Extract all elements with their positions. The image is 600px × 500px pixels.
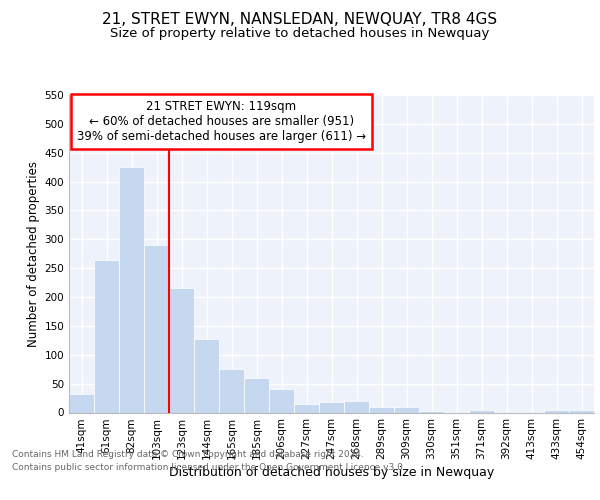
Bar	[394, 406, 419, 412]
Text: Contains HM Land Registry data © Crown copyright and database right 2024.: Contains HM Land Registry data © Crown c…	[12, 450, 364, 459]
Bar	[94, 260, 119, 412]
Text: Contains public sector information licensed under the Open Government Licence v3: Contains public sector information licen…	[12, 462, 406, 471]
Text: 21 STRET EWYN: 119sqm
← 60% of detached houses are smaller (951)
39% of semi-det: 21 STRET EWYN: 119sqm ← 60% of detached …	[77, 100, 366, 143]
Bar	[194, 338, 219, 412]
Bar	[544, 410, 569, 412]
Bar	[69, 394, 94, 412]
Bar	[294, 404, 319, 412]
Bar	[119, 167, 144, 412]
Text: 21, STRET EWYN, NANSLEDAN, NEWQUAY, TR8 4GS: 21, STRET EWYN, NANSLEDAN, NEWQUAY, TR8 …	[103, 12, 497, 28]
Bar	[344, 401, 369, 412]
Bar	[369, 406, 394, 412]
Text: Size of property relative to detached houses in Newquay: Size of property relative to detached ho…	[110, 28, 490, 40]
Bar	[144, 245, 169, 412]
Bar	[569, 410, 594, 412]
Bar	[169, 288, 194, 412]
X-axis label: Distribution of detached houses by size in Newquay: Distribution of detached houses by size …	[169, 466, 494, 479]
Bar	[469, 410, 494, 412]
Bar	[244, 378, 269, 412]
Bar	[219, 368, 244, 412]
Bar	[319, 402, 344, 412]
Y-axis label: Number of detached properties: Number of detached properties	[27, 161, 40, 347]
Bar	[269, 390, 294, 412]
Bar	[419, 411, 444, 412]
